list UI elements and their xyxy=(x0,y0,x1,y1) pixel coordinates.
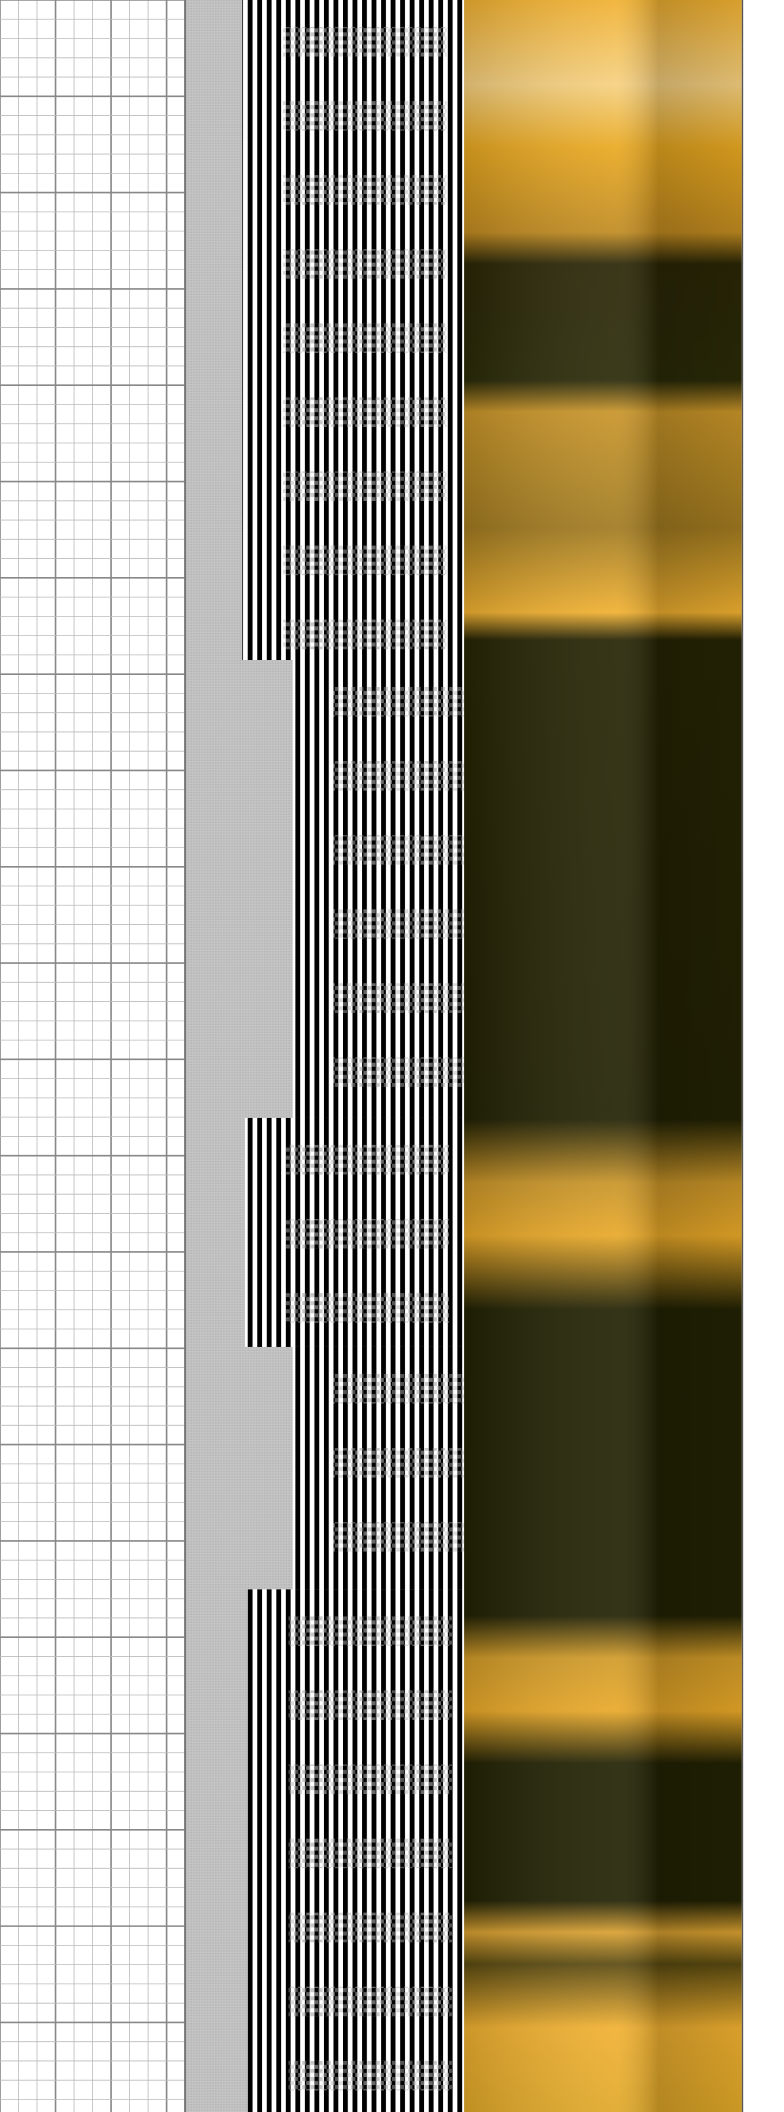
waveform-noise xyxy=(283,619,447,650)
waveform xyxy=(292,660,465,1118)
waveform-noise xyxy=(285,1293,450,1323)
waveform-noise xyxy=(288,2060,452,2091)
waveform-track xyxy=(242,0,497,2112)
waveform-noise xyxy=(283,101,447,131)
waveform-noise xyxy=(283,26,447,57)
waveform-noise xyxy=(288,1616,452,1646)
amplitude-shading xyxy=(464,0,742,2112)
waveform-noise xyxy=(285,1144,450,1175)
waveform-noise xyxy=(283,249,447,279)
waveform-noise xyxy=(283,323,447,353)
waveform-noise xyxy=(283,471,447,502)
waveform-noise xyxy=(283,545,447,576)
waveform-noise xyxy=(285,1218,450,1249)
waveform-noise xyxy=(288,1986,452,2017)
waveform-noise xyxy=(283,175,447,205)
waveform-noise xyxy=(288,1912,452,1943)
waveform-noise xyxy=(283,397,447,427)
waveform-noise xyxy=(288,1838,452,1869)
waveform-noise xyxy=(288,1764,452,1795)
waveform-noise xyxy=(288,1690,452,1721)
depth-grid xyxy=(0,0,186,2112)
